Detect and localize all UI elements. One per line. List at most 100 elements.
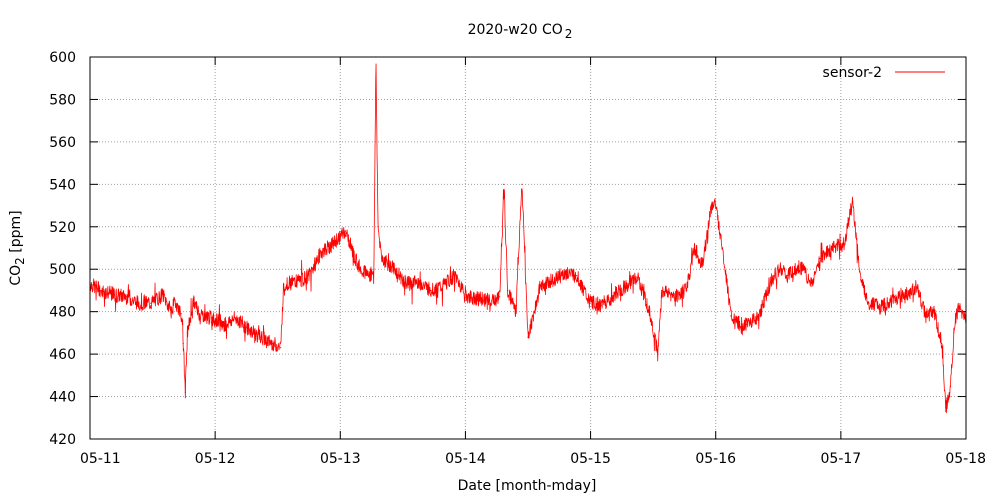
- y-tick-label: 580: [49, 92, 76, 108]
- data-point: [860, 279, 862, 281]
- data-point: [162, 294, 164, 296]
- data-point: [612, 296, 614, 298]
- data-point: [507, 289, 509, 292]
- data-point: [600, 304, 602, 306]
- data-point: [271, 342, 274, 345]
- y-tick-label: 540: [49, 177, 76, 193]
- data-point: [636, 277, 639, 279]
- x-tick-label: 05-13: [320, 451, 361, 467]
- data-point: [283, 283, 285, 285]
- series-line-sensor-2: [89, 63, 967, 414]
- x-tick-label: 05-14: [445, 451, 486, 467]
- data-point: [709, 209, 712, 211]
- data-point: [499, 296, 501, 298]
- chart-title-main: 2020-w20 CO: [468, 22, 563, 38]
- data-point: [192, 300, 195, 302]
- data-point: [924, 315, 927, 317]
- data-point: [758, 315, 760, 317]
- data-point: [539, 285, 541, 287]
- data-point: [551, 279, 553, 281]
- data-point: [892, 300, 894, 302]
- data-point: [454, 274, 456, 277]
- data-point: [466, 296, 468, 298]
- data-point: [649, 311, 651, 313]
- x-tick-label: 05-12: [195, 451, 236, 467]
- y-tick-label: 440: [49, 390, 76, 406]
- data-point: [186, 332, 188, 334]
- data-point: [933, 311, 935, 313]
- y-axis-label: CO2 [ppm]: [8, 210, 27, 285]
- data-point: [223, 323, 225, 325]
- data-point: [811, 285, 813, 287]
- y-axis-label-main: CO: [8, 265, 24, 286]
- x-tick-label: 05-11: [80, 451, 121, 467]
- data-point: [730, 315, 732, 317]
- data-point: [182, 342, 184, 345]
- data-point: [515, 311, 517, 313]
- data-point: [332, 243, 334, 245]
- data-point: [945, 406, 947, 408]
- data-point: [259, 336, 261, 338]
- data-point: [405, 283, 407, 285]
- data-point: [170, 311, 172, 313]
- data-point: [661, 289, 663, 292]
- y-tick-label: 500: [49, 262, 76, 278]
- data-point: [868, 302, 870, 304]
- data-point: [373, 268, 375, 270]
- data-point: [113, 294, 115, 296]
- y-tick-label: 600: [49, 50, 76, 66]
- y-axis-label-rest: [ppm]: [8, 210, 24, 257]
- data-point: [369, 274, 371, 277]
- data-point: [819, 258, 821, 260]
- y-tick-label: 560: [49, 135, 76, 151]
- data-point: [685, 289, 687, 292]
- data-point: [803, 268, 805, 270]
- data-point: [393, 268, 395, 270]
- x-tick-label: 05-15: [570, 451, 611, 467]
- data-point: [722, 247, 724, 249]
- data-point: [320, 251, 322, 253]
- data-point: [778, 268, 781, 270]
- data-point: [693, 247, 695, 249]
- x-tick-label: 05-17: [821, 451, 862, 467]
- grid-lines: [90, 57, 966, 439]
- data-point: [657, 353, 659, 355]
- data-point: [831, 247, 833, 249]
- data-point: [527, 336, 529, 338]
- y-tick-label: 520: [49, 220, 76, 236]
- data-point: [296, 281, 298, 283]
- data-point: [125, 296, 128, 298]
- data-point: [417, 281, 420, 283]
- data-point: [247, 328, 249, 330]
- data-point: [442, 285, 444, 287]
- data-point: [308, 274, 310, 277]
- data-point: [843, 243, 845, 245]
- data-point: [184, 391, 186, 393]
- x-axis-ticks: 05-11 05-12 05-13 05-14 05-15 05-16 05-17 05-18: [80, 57, 986, 467]
- data-point: [701, 264, 704, 266]
- data-point: [280, 347, 282, 349]
- legend: sensor-2: [823, 65, 945, 81]
- data-point: [478, 298, 480, 300]
- data-point: [734, 321, 736, 323]
- data-point: [138, 302, 140, 304]
- data-point: [490, 300, 493, 302]
- data-point: [714, 200, 716, 202]
- data-point: [503, 183, 505, 185]
- data-point: [795, 268, 797, 270]
- x-axis-label: Date [month-mday]: [458, 478, 597, 494]
- data-point: [357, 264, 359, 266]
- data-point: [941, 342, 943, 345]
- y-tick-label: 420: [49, 432, 76, 448]
- data-point: [174, 300, 176, 302]
- data-point: [953, 332, 955, 334]
- chart-title-subscript: 2: [565, 27, 573, 41]
- data-point: [624, 285, 626, 287]
- y-tick-label: 460: [49, 347, 76, 363]
- data-point: [344, 230, 347, 232]
- data-point: [101, 289, 103, 292]
- data-point: [430, 289, 432, 292]
- data-point: [235, 317, 237, 319]
- x-tick-label: 05-16: [695, 451, 736, 467]
